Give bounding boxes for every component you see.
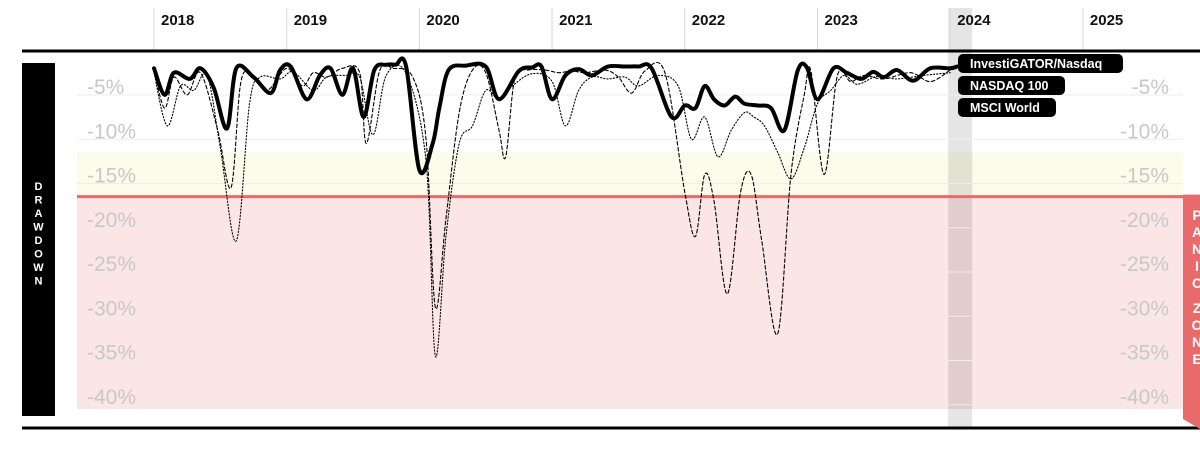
y-axis-left: -5% -10% -15% -20% -25% -30% -35% -40% bbox=[87, 76, 136, 409]
legend-entry-label: InvestiGATOR/Nasdaq bbox=[970, 57, 1102, 71]
y-tick-label: -30% bbox=[87, 297, 136, 320]
y-axis-label-letter: R bbox=[35, 195, 43, 207]
year-tick-label: 2019 bbox=[294, 12, 327, 29]
y-axis-label-letter: W bbox=[33, 262, 44, 274]
y-axis-right: -5% -10% -15% -20% -25% -30% -35% -40% bbox=[1120, 76, 1169, 409]
y-axis-label-letter: A bbox=[35, 208, 43, 220]
year-tick-label: 2021 bbox=[559, 12, 592, 29]
legend-entry-background bbox=[958, 98, 1056, 117]
drawdown-label-bar bbox=[22, 63, 55, 416]
panic-zone bbox=[77, 196, 1183, 410]
y-axis-label-letter: N bbox=[35, 276, 43, 288]
panic-zone-label-letter: E bbox=[1192, 351, 1200, 367]
year-axis: 2018 2019 2020 2021 2022 2023 2024 2025 bbox=[161, 12, 1123, 29]
y-tick-label: -10% bbox=[87, 120, 136, 143]
panic-zone-label-letter: N bbox=[1192, 241, 1200, 257]
caution-zone bbox=[77, 152, 1183, 197]
legend-entry-label: MSCI World bbox=[970, 101, 1040, 115]
y-axis-label-letter: D bbox=[35, 235, 43, 247]
year-tick-label: 2020 bbox=[426, 12, 459, 29]
panic-zone-tab bbox=[1183, 194, 1200, 430]
panic-zone-label-letter: C bbox=[1192, 275, 1200, 291]
year-tick-label: 2025 bbox=[1090, 12, 1123, 29]
y-tick-label: -10% bbox=[1120, 120, 1169, 143]
series-line-dashed bbox=[153, 61, 951, 336]
year-tick-label: 2018 bbox=[161, 12, 194, 29]
year-gridlines bbox=[153, 8, 1084, 50]
y-tick-label: -35% bbox=[1120, 342, 1169, 365]
series-layer bbox=[152, 56, 959, 358]
y-tick-label: -35% bbox=[87, 342, 136, 365]
y-tick-label: -20% bbox=[1120, 209, 1169, 232]
legend: InvestiGATOR/Nasdaq NASDAQ 100 MSCI World bbox=[958, 54, 1123, 117]
y-tick-label: -40% bbox=[87, 386, 136, 409]
y-axis-label-letter: W bbox=[33, 222, 44, 234]
y-tick-label: -20% bbox=[87, 209, 136, 232]
panic-zone-label-letter: O bbox=[1192, 317, 1200, 333]
y-axis-label-letter: O bbox=[34, 249, 43, 261]
legend-entry-label: NASDAQ 100 bbox=[970, 79, 1049, 93]
panic-zone-label-letter: Z bbox=[1193, 300, 1200, 316]
y-axis-label-letter: D bbox=[35, 181, 43, 193]
y-tick-label: -15% bbox=[1120, 165, 1169, 188]
y-tick-label: -25% bbox=[1120, 253, 1169, 276]
year-tick-label: 2024 bbox=[957, 12, 991, 29]
y-tick-label: -15% bbox=[87, 165, 136, 188]
panic-zone-label-letter: P bbox=[1192, 207, 1200, 223]
year-tick-label: 2023 bbox=[825, 12, 858, 29]
year-tick-label: 2022 bbox=[692, 12, 725, 29]
legend-entry-background bbox=[958, 54, 1123, 73]
panic-zone-label-letter: N bbox=[1192, 334, 1200, 350]
series-line-thick bbox=[152, 56, 959, 176]
series-line-dotted bbox=[153, 64, 951, 358]
y-tick-label: -30% bbox=[1120, 297, 1169, 320]
y-tick-label: -25% bbox=[87, 253, 136, 276]
panic-zone-label-letter: A bbox=[1192, 224, 1200, 240]
y-tick-label: -5% bbox=[1132, 76, 1169, 99]
legend-entry-background bbox=[958, 76, 1065, 95]
panic-zone-label-letter: I bbox=[1195, 258, 1199, 274]
y-tick-label: -5% bbox=[87, 76, 124, 99]
y-tick-label: -40% bbox=[1120, 386, 1169, 409]
